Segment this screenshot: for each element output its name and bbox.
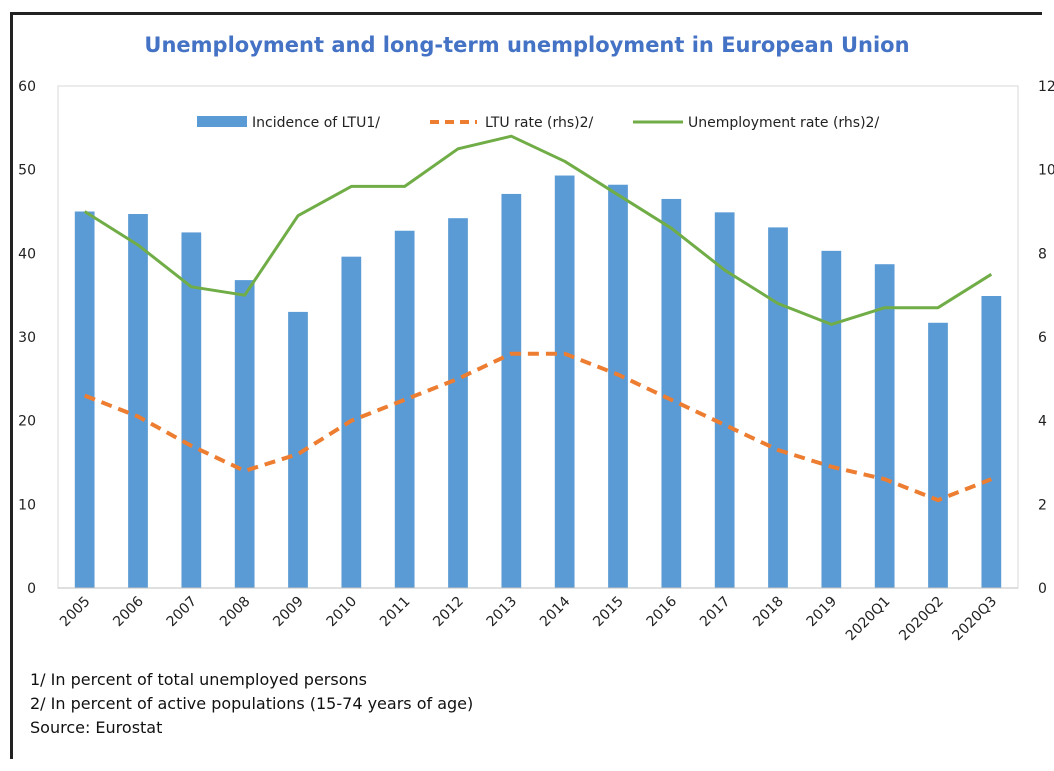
- legend: Incidence of LTU1/LTU rate (rhs)2/Unempl…: [197, 115, 879, 131]
- x-tick-label: 2020Q3: [950, 594, 1001, 645]
- y-left-tick-label: 30: [18, 330, 36, 346]
- y-left-tick-label: 40: [18, 246, 36, 262]
- legend-label: LTU rate (rhs)2/: [485, 115, 594, 131]
- y-right-tick-label: 4: [1038, 414, 1047, 430]
- x-tick-label: 2008: [217, 594, 254, 631]
- x-tick-label: 2017: [697, 594, 734, 631]
- legend-swatch-incidence: [197, 116, 247, 127]
- bar-2012: [448, 218, 468, 588]
- y-left-tick-label: 10: [18, 497, 36, 513]
- bar-2016: [661, 198, 682, 588]
- y-left-tick-label: 60: [18, 79, 36, 95]
- bar-2009: [288, 311, 308, 588]
- x-tick-label: 2019: [804, 594, 841, 631]
- x-tick-label: 2006: [110, 593, 147, 630]
- y-right-tick-label: 0: [1038, 581, 1047, 597]
- bar-2020Q2: [928, 322, 948, 588]
- bar-2008: [234, 280, 255, 588]
- x-tick-label: 2007: [164, 594, 201, 631]
- y-right-tick-label: 6: [1038, 330, 1047, 346]
- footnote-1: 1/ In percent of total unemployed person…: [30, 670, 367, 689]
- ltu-rate-line: [83, 351, 993, 503]
- source-note: Source: Eurostat: [30, 718, 163, 737]
- x-tick-label: 2013: [484, 594, 521, 631]
- y-left-tick-label: 50: [18, 163, 36, 179]
- x-tick-label: 2014: [537, 593, 574, 630]
- legend-label: Unemployment rate (rhs)2/: [688, 115, 879, 131]
- x-tick-label: 2018: [750, 594, 787, 631]
- bar-2015: [608, 184, 628, 588]
- line-series: [83, 134, 993, 503]
- plot-area: [57, 85, 1019, 589]
- bar-2014: [554, 175, 575, 589]
- x-tick-label: 2011: [377, 594, 414, 631]
- bar-2018: [768, 227, 788, 588]
- footnote-2: 2/ In percent of active populations (15-…: [30, 694, 474, 713]
- plot-border: [57, 85, 1019, 589]
- x-tick-label: 2012: [430, 594, 467, 631]
- y-right-tick-label: 10: [1038, 163, 1054, 179]
- unemployment-rate-line: [83, 134, 993, 326]
- bar-2019: [821, 250, 842, 588]
- chart-title: Unemployment and long-term unemployment …: [144, 33, 910, 57]
- y-right-tick-label: 2: [1038, 497, 1047, 513]
- y-right-tick-label: 12: [1038, 79, 1054, 95]
- bar-2013: [501, 193, 522, 588]
- bar-2005: [74, 211, 95, 588]
- y-left-tick-label: 20: [18, 414, 36, 430]
- y-left-tick-label: 0: [27, 581, 36, 597]
- footnotes: 1/ In percent of total unemployed person…: [30, 668, 473, 740]
- x-tick-label: 2010: [324, 594, 361, 631]
- bar-2020Q3: [981, 296, 1002, 588]
- x-tick-label: 2005: [57, 594, 94, 631]
- x-tick-label: 2020Q1: [843, 594, 894, 645]
- bar-2007: [181, 232, 202, 588]
- x-tick-label: 2020Q2: [896, 594, 947, 645]
- x-tick-label: 2015: [590, 594, 627, 631]
- axes: 0 10 20 30 40 50 60 0 2 4 6 8 10 12 2005 2006 2007 2008 20…: [18, 79, 1054, 644]
- bar-2017: [714, 212, 735, 588]
- bar-series: [74, 175, 1002, 589]
- y-right-tick-label: 8: [1038, 246, 1047, 262]
- legend-label: Incidence of LTU1/: [252, 115, 380, 131]
- bar-2011: [394, 230, 415, 588]
- x-tick-label: 2016: [644, 593, 681, 630]
- chart-frame: [10, 12, 1042, 759]
- bar-2020Q1: [874, 264, 895, 588]
- bar-2006: [128, 214, 148, 588]
- x-tick-label: 2009: [270, 594, 307, 631]
